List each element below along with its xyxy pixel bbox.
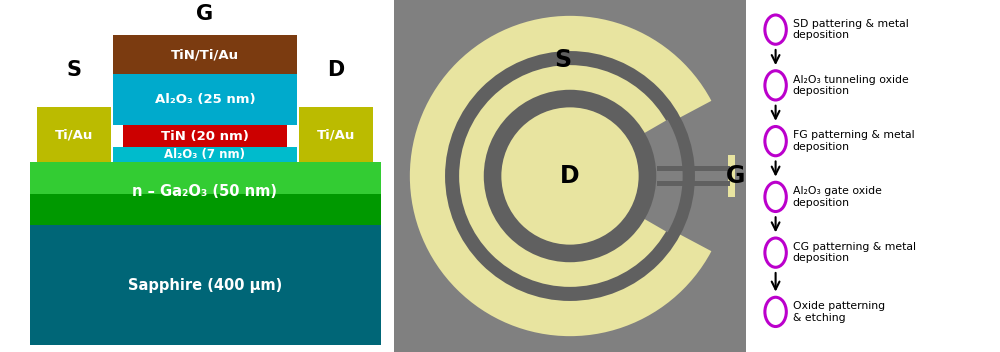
Text: S: S — [67, 61, 82, 80]
Circle shape — [765, 15, 786, 44]
FancyBboxPatch shape — [37, 107, 111, 162]
Circle shape — [410, 16, 730, 336]
Text: Al₂O₃ tunneling oxide
deposition: Al₂O₃ tunneling oxide deposition — [793, 75, 908, 96]
Text: Al₂O₃ (7 nm): Al₂O₃ (7 nm) — [164, 148, 246, 161]
Wedge shape — [570, 120, 683, 232]
Circle shape — [765, 182, 786, 212]
Text: SD pattering & metal
deposition: SD pattering & metal deposition — [793, 19, 908, 40]
Text: Al₂O₃ (25 nm): Al₂O₃ (25 nm) — [155, 93, 255, 106]
Wedge shape — [570, 98, 737, 254]
Circle shape — [765, 126, 786, 156]
Circle shape — [765, 238, 786, 267]
Text: TiN (20 nm): TiN (20 nm) — [161, 130, 249, 143]
FancyBboxPatch shape — [123, 125, 287, 147]
FancyBboxPatch shape — [113, 35, 297, 74]
Text: Al₂O₃ gate oxide
deposition: Al₂O₃ gate oxide deposition — [793, 186, 882, 208]
Text: Ti/Au: Ti/Au — [316, 128, 355, 141]
FancyBboxPatch shape — [394, 0, 746, 352]
FancyBboxPatch shape — [113, 147, 297, 162]
Text: CG patterning & metal
deposition: CG patterning & metal deposition — [793, 242, 916, 263]
FancyBboxPatch shape — [299, 107, 373, 162]
Text: G: G — [726, 164, 745, 188]
FancyBboxPatch shape — [657, 166, 730, 171]
FancyBboxPatch shape — [30, 162, 380, 194]
FancyBboxPatch shape — [657, 182, 730, 186]
Circle shape — [484, 90, 656, 262]
FancyBboxPatch shape — [113, 74, 297, 125]
Circle shape — [459, 65, 681, 287]
Circle shape — [765, 297, 786, 327]
Text: G: G — [196, 4, 214, 24]
Text: S: S — [554, 48, 572, 72]
Text: D: D — [560, 164, 580, 188]
Text: Oxide patterning
& etching: Oxide patterning & etching — [793, 301, 885, 323]
Circle shape — [445, 51, 695, 301]
Text: n – Ga₂O₃ (50 nm): n – Ga₂O₃ (50 nm) — [132, 184, 278, 199]
FancyBboxPatch shape — [728, 155, 735, 197]
Circle shape — [501, 107, 639, 245]
FancyBboxPatch shape — [30, 194, 380, 225]
Text: D: D — [327, 61, 344, 80]
Text: FG patterning & metal
deposition: FG patterning & metal deposition — [793, 130, 914, 152]
Circle shape — [765, 71, 786, 100]
Text: Sapphire (400 μm): Sapphire (400 μm) — [128, 278, 282, 293]
Text: Ti/Au: Ti/Au — [55, 128, 94, 141]
Text: TiN/Ti/Au: TiN/Ti/Au — [171, 48, 239, 61]
FancyBboxPatch shape — [30, 225, 380, 345]
